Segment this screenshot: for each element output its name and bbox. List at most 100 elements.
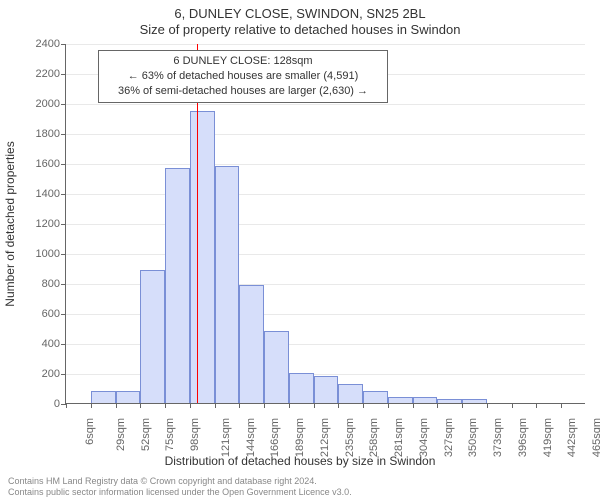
y-tick-mark bbox=[61, 314, 66, 315]
y-tick-label: 400 bbox=[5, 338, 60, 350]
x-tick-mark bbox=[561, 403, 562, 408]
x-tick-label: 121sqm bbox=[220, 418, 232, 457]
y-tick-mark bbox=[61, 224, 66, 225]
y-tick-mark bbox=[61, 104, 66, 105]
y-tick-label: 0 bbox=[5, 398, 60, 410]
footer-attribution: Contains HM Land Registry data © Crown c… bbox=[8, 476, 352, 498]
y-tick-label: 200 bbox=[5, 368, 60, 380]
annotation-line: ← 63% of detached houses are smaller (4,… bbox=[105, 69, 381, 84]
gridline-h bbox=[66, 194, 585, 195]
histogram-bar bbox=[289, 373, 314, 403]
x-tick-mark bbox=[462, 403, 463, 408]
y-tick-label: 1400 bbox=[5, 188, 60, 200]
histogram-bar bbox=[140, 270, 165, 404]
footer-line-2: Contains public sector information licen… bbox=[8, 487, 352, 497]
x-tick-label: 396sqm bbox=[517, 418, 529, 457]
y-tick-label: 1000 bbox=[5, 248, 60, 260]
histogram-bar bbox=[264, 331, 289, 403]
x-tick-mark bbox=[487, 403, 488, 408]
x-tick-label: 258sqm bbox=[369, 418, 381, 457]
x-tick-label: 6sqm bbox=[84, 418, 96, 445]
x-tick-mark bbox=[264, 403, 265, 408]
histogram-bar bbox=[239, 285, 264, 404]
x-tick-mark bbox=[388, 403, 389, 408]
x-tick-label: 465sqm bbox=[591, 418, 600, 457]
x-tick-mark bbox=[289, 403, 290, 408]
y-tick-mark bbox=[61, 344, 66, 345]
gridline-h bbox=[66, 254, 585, 255]
x-tick-label: 75sqm bbox=[164, 418, 176, 451]
histogram-bar bbox=[165, 168, 190, 404]
y-tick-label: 1200 bbox=[5, 218, 60, 230]
histogram-bar bbox=[437, 399, 462, 404]
gridline-h bbox=[66, 104, 585, 105]
y-tick-label: 2200 bbox=[5, 68, 60, 80]
x-tick-mark bbox=[116, 403, 117, 408]
y-tick-mark bbox=[61, 134, 66, 135]
histogram-bar bbox=[116, 391, 141, 403]
annotation-box: 6 DUNLEY CLOSE: 128sqm← 63% of detached … bbox=[98, 50, 388, 103]
x-tick-label: 327sqm bbox=[443, 418, 455, 457]
histogram-bar bbox=[462, 399, 487, 404]
x-tick-label: 281sqm bbox=[393, 418, 405, 457]
x-tick-label: 350sqm bbox=[468, 418, 480, 457]
histogram-bar bbox=[215, 166, 240, 403]
annotation-line: 36% of semi-detached houses are larger (… bbox=[105, 84, 381, 99]
x-tick-mark bbox=[437, 403, 438, 408]
x-tick-label: 373sqm bbox=[492, 418, 504, 457]
x-tick-label: 144sqm bbox=[245, 418, 257, 457]
x-tick-mark bbox=[363, 403, 364, 408]
x-tick-mark bbox=[165, 403, 166, 408]
histogram-bar bbox=[314, 376, 339, 403]
x-tick-mark bbox=[413, 403, 414, 408]
y-tick-label: 800 bbox=[5, 278, 60, 290]
y-tick-label: 1800 bbox=[5, 128, 60, 140]
x-tick-mark bbox=[66, 403, 67, 408]
y-tick-mark bbox=[61, 194, 66, 195]
x-tick-mark bbox=[91, 403, 92, 408]
x-tick-label: 304sqm bbox=[418, 418, 430, 457]
y-tick-label: 2400 bbox=[5, 38, 60, 50]
x-tick-label: 52sqm bbox=[140, 418, 152, 451]
x-tick-label: 442sqm bbox=[567, 418, 579, 457]
y-tick-label: 600 bbox=[5, 308, 60, 320]
y-tick-mark bbox=[61, 284, 66, 285]
y-tick-mark bbox=[61, 44, 66, 45]
gridline-h bbox=[66, 164, 585, 165]
histogram-bar bbox=[413, 397, 438, 403]
x-tick-mark bbox=[140, 403, 141, 408]
y-tick-mark bbox=[61, 74, 66, 75]
x-tick-mark bbox=[338, 403, 339, 408]
footer-line-1: Contains HM Land Registry data © Crown c… bbox=[8, 476, 317, 486]
x-tick-mark bbox=[215, 403, 216, 408]
y-tick-mark bbox=[61, 164, 66, 165]
x-tick-label: 166sqm bbox=[269, 418, 281, 457]
y-tick-label: 1600 bbox=[5, 158, 60, 170]
annotation-line: 6 DUNLEY CLOSE: 128sqm bbox=[105, 54, 381, 69]
x-axis-label: Distribution of detached houses by size … bbox=[0, 454, 600, 468]
x-tick-label: 189sqm bbox=[294, 418, 306, 457]
histogram-bar bbox=[388, 397, 413, 403]
y-tick-label: 2000 bbox=[5, 98, 60, 110]
chart-title: Size of property relative to detached ho… bbox=[0, 22, 600, 37]
x-tick-mark bbox=[314, 403, 315, 408]
plot-area: 6 DUNLEY CLOSE: 128sqm← 63% of detached … bbox=[65, 44, 585, 404]
x-tick-mark bbox=[190, 403, 191, 408]
x-tick-label: 212sqm bbox=[319, 418, 331, 457]
x-tick-mark bbox=[536, 403, 537, 408]
x-tick-label: 29sqm bbox=[115, 418, 127, 451]
gridline-h bbox=[66, 224, 585, 225]
y-tick-mark bbox=[61, 254, 66, 255]
histogram-bar bbox=[91, 391, 116, 403]
gridline-h bbox=[66, 44, 585, 45]
histogram-bar bbox=[338, 384, 363, 404]
x-tick-label: 235sqm bbox=[344, 418, 356, 457]
x-tick-label: 419sqm bbox=[542, 418, 554, 457]
x-tick-label: 98sqm bbox=[189, 418, 201, 451]
histogram-bar bbox=[190, 111, 215, 404]
x-tick-mark bbox=[512, 403, 513, 408]
chart-supertitle: 6, DUNLEY CLOSE, SWINDON, SN25 2BL bbox=[0, 6, 600, 21]
histogram-bar bbox=[363, 391, 388, 403]
gridline-h bbox=[66, 134, 585, 135]
x-tick-mark bbox=[239, 403, 240, 408]
